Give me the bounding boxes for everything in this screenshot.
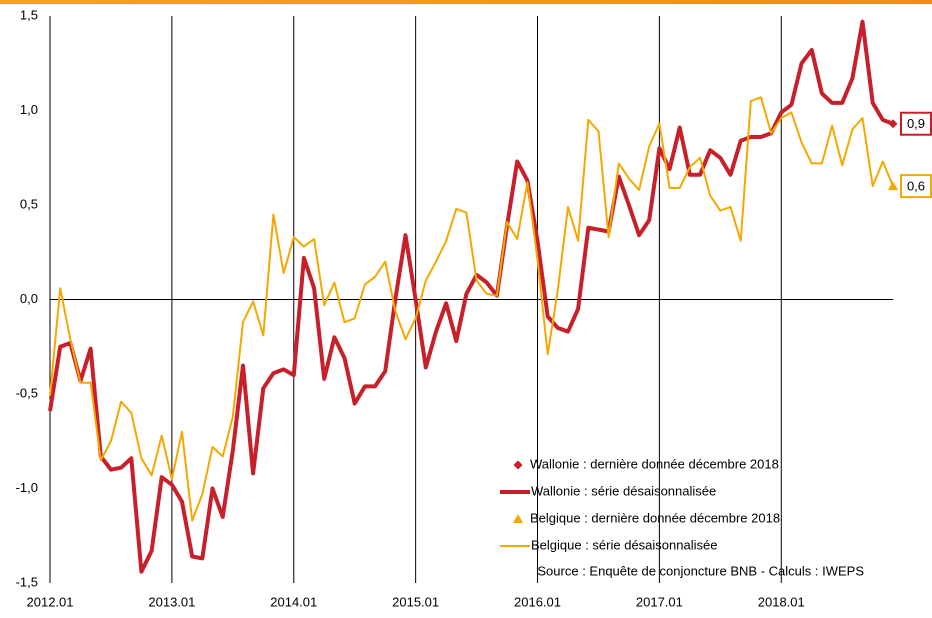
y-tick-label: -1,5 [16, 574, 38, 589]
value-label: 0,9 [907, 116, 925, 131]
header-bar [0, 0, 932, 4]
y-tick-label: 1,0 [20, 102, 38, 117]
y-tick-label: -0,5 [16, 385, 38, 400]
legend-label: Wallonie : dernière donnée décembre 2018 [530, 456, 779, 471]
x-tick-label: 2016.01 [514, 594, 561, 609]
x-tick-label: 2017.01 [636, 594, 683, 609]
y-tick-label: -1,0 [16, 480, 38, 495]
y-tick-label: 0,5 [20, 196, 38, 211]
series-line [48, 19, 894, 574]
x-tick-label: 2018.01 [758, 594, 805, 609]
value-label-box [900, 111, 932, 136]
value-label: 0,6 [907, 179, 925, 194]
x-tick-label: 2013.01 [148, 594, 195, 609]
legend-label: Belgique : série désaisonnalisée [531, 537, 717, 552]
value-label-box [900, 174, 932, 199]
legend-label: Belgique : dernière donnée décembre 2018 [530, 510, 780, 525]
legend-label: Wallonie : série désaisonnalisée [531, 483, 716, 498]
legend-symbol [513, 514, 523, 523]
series-line [49, 96, 894, 522]
x-tick-label: 2014.01 [270, 594, 317, 609]
x-tick-label: 2012.01 [27, 594, 74, 609]
x-tick-label: 2015.01 [392, 594, 439, 609]
source-note: Source : Enquête de conjoncture BNB - Ca… [537, 563, 864, 578]
y-tick-label: 1,5 [20, 7, 38, 22]
legend-symbol [513, 460, 523, 470]
y-tick-label: 0,0 [20, 291, 38, 306]
